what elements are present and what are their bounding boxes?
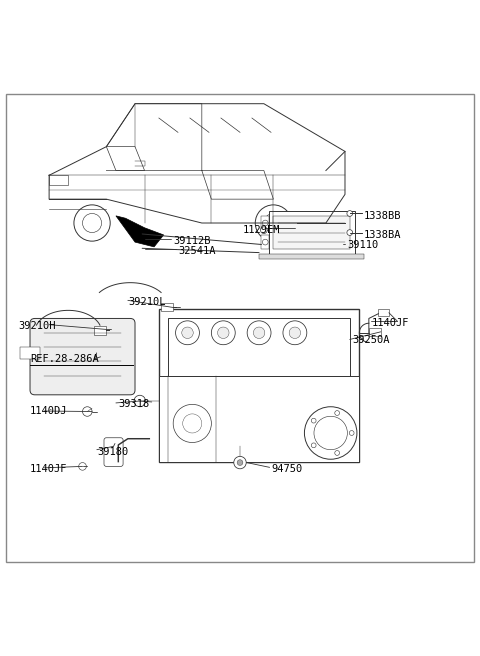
- Circle shape: [234, 457, 246, 469]
- Circle shape: [255, 205, 291, 241]
- Circle shape: [283, 321, 307, 344]
- Text: 39210H: 39210H: [18, 321, 56, 331]
- Text: 39180: 39180: [97, 447, 128, 457]
- Bar: [95, 326, 107, 335]
- Circle shape: [349, 430, 354, 436]
- Text: 1338BA: 1338BA: [364, 230, 402, 240]
- Circle shape: [261, 227, 267, 234]
- Bar: [369, 328, 381, 336]
- Bar: [49, 175, 68, 185]
- Text: 39210L: 39210L: [128, 297, 165, 307]
- Text: 39318: 39318: [118, 400, 150, 409]
- Circle shape: [253, 327, 265, 338]
- Polygon shape: [116, 216, 164, 247]
- Circle shape: [173, 404, 211, 443]
- Circle shape: [312, 419, 316, 423]
- Text: 94750: 94750: [271, 464, 302, 474]
- Circle shape: [289, 327, 300, 338]
- Bar: [378, 310, 389, 316]
- FancyBboxPatch shape: [30, 318, 135, 395]
- Text: 1129EM: 1129EM: [242, 225, 280, 235]
- Circle shape: [217, 327, 229, 338]
- Circle shape: [264, 213, 283, 233]
- Text: 1140JF: 1140JF: [371, 318, 409, 328]
- Bar: [269, 211, 355, 254]
- Circle shape: [304, 407, 357, 459]
- Circle shape: [183, 414, 202, 433]
- Text: 39250A: 39250A: [352, 335, 390, 345]
- Text: 1140DJ: 1140DJ: [30, 406, 68, 416]
- Bar: [21, 347, 39, 359]
- Bar: [262, 235, 269, 249]
- Bar: [274, 216, 350, 249]
- Polygon shape: [259, 254, 364, 259]
- Circle shape: [314, 417, 348, 450]
- FancyBboxPatch shape: [104, 438, 123, 466]
- Circle shape: [347, 230, 353, 236]
- Circle shape: [79, 462, 86, 470]
- Circle shape: [247, 321, 271, 344]
- Text: 39110: 39110: [348, 240, 379, 250]
- Bar: [159, 309, 360, 462]
- Bar: [159, 376, 360, 462]
- Circle shape: [74, 205, 110, 241]
- Circle shape: [182, 327, 193, 338]
- Bar: [161, 302, 173, 312]
- Circle shape: [134, 396, 145, 407]
- Circle shape: [335, 411, 339, 415]
- Text: 39112B: 39112B: [173, 236, 211, 246]
- Circle shape: [83, 407, 92, 417]
- Bar: [168, 318, 350, 376]
- Circle shape: [83, 213, 102, 233]
- Circle shape: [263, 239, 268, 245]
- Circle shape: [263, 220, 268, 226]
- Bar: [262, 216, 269, 230]
- Circle shape: [335, 451, 339, 455]
- Circle shape: [312, 443, 316, 447]
- Text: 1140JF: 1140JF: [30, 464, 68, 474]
- Text: 1338BB: 1338BB: [364, 211, 402, 221]
- Circle shape: [176, 321, 199, 344]
- Text: REF.28-286A: REF.28-286A: [30, 354, 99, 364]
- Circle shape: [237, 460, 243, 466]
- Circle shape: [347, 211, 353, 216]
- Text: 32541A: 32541A: [178, 246, 216, 256]
- Circle shape: [211, 321, 235, 344]
